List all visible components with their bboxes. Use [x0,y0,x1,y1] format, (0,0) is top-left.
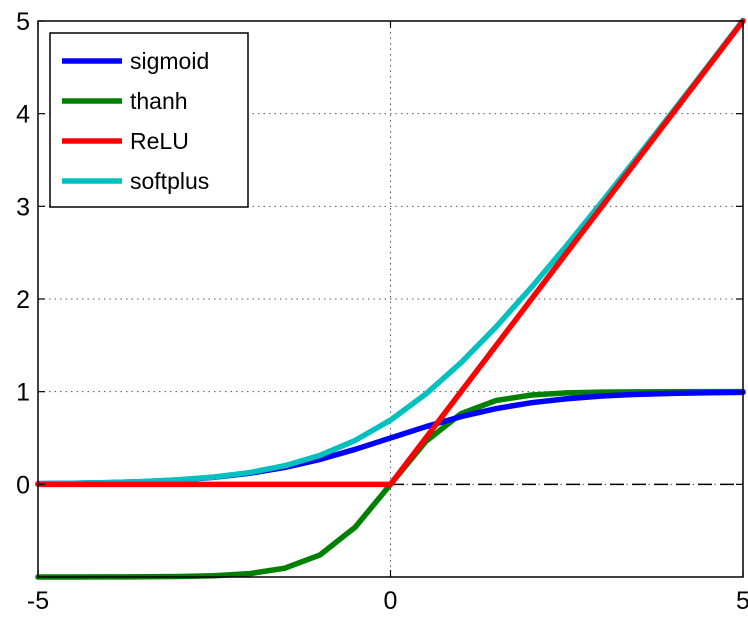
x-tick-label: 5 [736,587,748,615]
legend-label-softplus: softplus [130,168,209,194]
y-tick-label: 3 [16,193,30,221]
series-lines [35,17,746,580]
x-tick-label: 0 [384,587,398,615]
y-tick-label: 4 [16,101,30,129]
x-tick-label: -5 [27,587,49,615]
axis-ticks: -5 0 5 0 1 2 3 4 5 [16,8,748,615]
legend-label-thanh: thanh [130,88,188,114]
legend: sigmoid thanh ReLU softplus [49,32,249,208]
y-tick-label: 2 [16,286,30,314]
legend-label-relu: ReLU [130,128,189,154]
y-tick-label: 5 [16,8,30,36]
y-tick-label: 0 [16,471,30,499]
y-tick-label: 1 [16,379,30,407]
legend-label-sigmoid: sigmoid [130,48,209,74]
series-line-relu [35,18,746,488]
